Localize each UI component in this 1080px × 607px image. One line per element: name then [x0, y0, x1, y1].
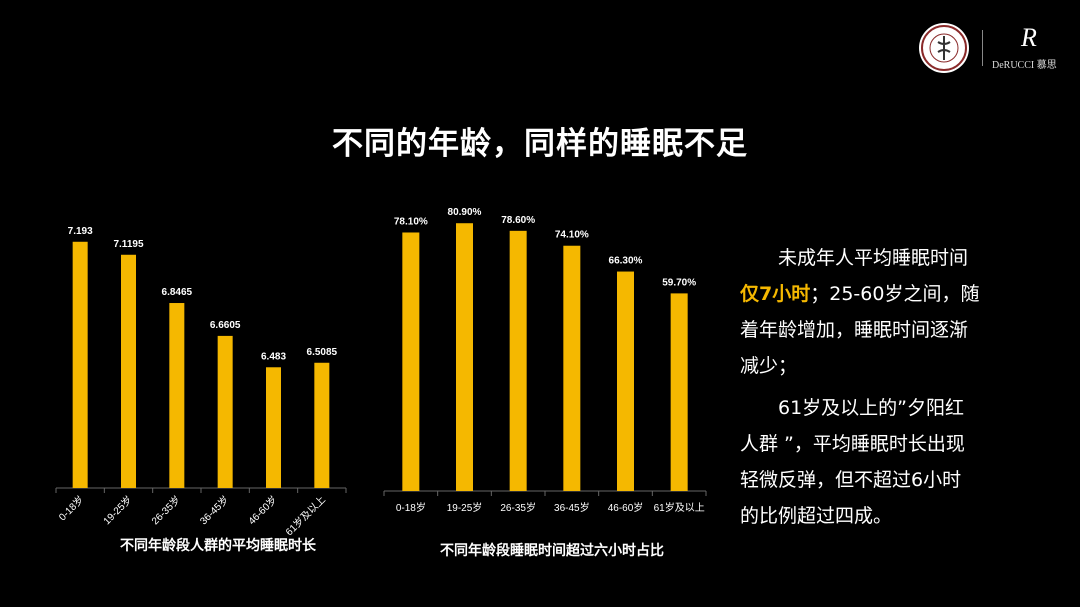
brand-name: DeRUCCI 慕思: [992, 60, 1057, 71]
x-tick-label: 26-35岁: [500, 501, 536, 514]
x-tick-label: 61岁及以上: [654, 501, 705, 514]
summary-paragraph-1: 未成年人平均睡眠时间仅7小时；25-60岁之间，随着年龄增加，睡眠时间逐渐减少；: [740, 240, 980, 384]
data-label: 6.5085: [307, 347, 338, 358]
summary-text: 未成年人平均睡眠时间仅7小时；25-60岁之间，随着年龄增加，睡眠时间逐渐减少；…: [740, 240, 980, 540]
over-six-hours-ratio-chart: 78.10% 0-18岁 80.90% 19-25岁 78.60% 26-35岁 74.10…: [383, 207, 707, 514]
bar-2: [456, 223, 473, 491]
chart1-caption: 不同年龄段人群的平均睡眠时长: [120, 538, 316, 554]
bar-1: [402, 232, 420, 491]
bar-2: [121, 254, 136, 488]
x-tick-label: 46-60岁: [608, 501, 644, 514]
brand-divider: [982, 30, 983, 66]
bar-1: [72, 241, 88, 488]
data-label: 59.70%: [662, 277, 696, 288]
brand-logo: R DeRUCCI 慕思: [918, 22, 1068, 73]
bar-4: [563, 245, 581, 491]
data-label: 7.1195: [113, 239, 143, 250]
bar-5: [617, 271, 634, 491]
bar-3: [169, 303, 185, 488]
avg-sleep-duration-chart: 7.1930-18岁7.119519-25岁6.846526-35岁6.6605…: [55, 226, 347, 538]
data-label: 78.10%: [394, 216, 428, 227]
summary-highlight: 仅7小时: [740, 283, 811, 305]
svg-text:R: R: [1020, 23, 1037, 52]
derucci-mark-icon: R: [1020, 23, 1037, 52]
data-label: 78.60%: [501, 215, 535, 226]
x-tick-label: 0-18岁: [396, 501, 426, 514]
data-label: 7.193: [68, 226, 93, 237]
summary-p1-start: 未成年人平均睡眠时间: [778, 247, 969, 269]
bar-6: [670, 293, 688, 491]
summary-p1-end: ；25-60岁之间，随着年龄增加，睡眠时间逐渐减少；: [740, 283, 980, 377]
data-label: 6.8465: [162, 287, 193, 298]
x-tick-label: 36-45岁: [554, 501, 590, 514]
summary-paragraph-2: 61岁及以上的”夕阳红人群 ”，平均睡眠时长出现轻微反弹，但不超过6小时的比例超…: [740, 397, 965, 527]
bar-6: [314, 362, 330, 488]
data-label: 74.10%: [555, 230, 589, 241]
sleep-society-seal-icon: [919, 23, 969, 73]
data-label: 66.30%: [609, 256, 643, 267]
bar-3: [509, 230, 527, 492]
page-title: 不同的年龄，同样的睡眠不足: [332, 126, 748, 162]
data-label: 6.483: [261, 351, 286, 362]
bar-4: [217, 335, 233, 488]
data-label: 6.6605: [210, 320, 241, 331]
bar-5: [266, 367, 281, 488]
chart2-caption: 不同年龄段睡眠时间超过六小时占比: [440, 543, 664, 559]
x-tick-label: 19-25岁: [447, 501, 483, 514]
data-label: 80.90%: [448, 207, 482, 218]
